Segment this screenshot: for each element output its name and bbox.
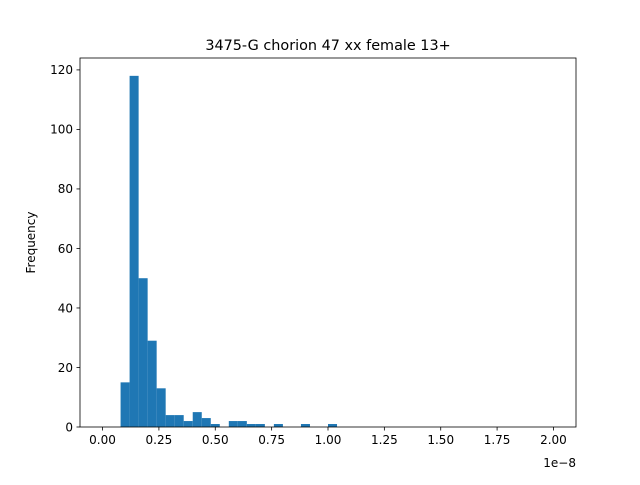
ticks-layer: 0.00 0.25 0.50 0.75 1.00 1.25 1.50 1.75 2.00 0 20 4… bbox=[50, 63, 567, 447]
plot-area bbox=[80, 58, 576, 427]
y-tick-label: 40 bbox=[58, 301, 73, 315]
bars-layer bbox=[120, 75, 338, 427]
histogram-bar bbox=[210, 424, 220, 427]
x-axis-offset-label: 1e−8 bbox=[543, 456, 576, 470]
y-tick-label: 120 bbox=[50, 63, 73, 77]
histogram-bar bbox=[246, 424, 256, 427]
histogram-bar bbox=[147, 340, 157, 427]
chart-title: 3475-G chorion 47 xx female 13+ bbox=[205, 38, 450, 54]
x-tick-label: 1.25 bbox=[371, 433, 398, 447]
histogram-bar bbox=[120, 382, 130, 427]
histogram-bar bbox=[156, 388, 166, 427]
axes-frame bbox=[79, 57, 577, 428]
y-tick-label: 100 bbox=[50, 123, 73, 137]
x-tick-label: 0.25 bbox=[146, 433, 173, 447]
x-tick-label: 1.75 bbox=[484, 433, 511, 447]
x-tick-label: 0.00 bbox=[89, 433, 116, 447]
histogram-bar bbox=[273, 424, 283, 427]
histogram-bar bbox=[328, 424, 338, 427]
x-tick-label: 1.50 bbox=[427, 433, 454, 447]
y-axis-title: Frequency bbox=[24, 212, 38, 274]
y-tick-label: 0 bbox=[65, 420, 73, 434]
histogram-bar bbox=[138, 278, 148, 427]
histogram-bar bbox=[237, 421, 247, 427]
x-tick-label: 0.75 bbox=[258, 433, 285, 447]
histogram-bar bbox=[201, 418, 211, 427]
histogram-bar bbox=[255, 424, 265, 427]
x-tick-label: 1.00 bbox=[315, 433, 342, 447]
histogram-bar bbox=[192, 412, 202, 427]
x-tick-label: 0.50 bbox=[202, 433, 229, 447]
histogram-bar bbox=[174, 415, 184, 427]
histogram-bar bbox=[183, 421, 193, 427]
histogram-bar bbox=[129, 75, 139, 427]
x-tick-label: 2.00 bbox=[540, 433, 567, 447]
y-tick-label: 60 bbox=[58, 242, 73, 256]
y-tick-label: 80 bbox=[58, 182, 73, 196]
y-tick-label: 20 bbox=[58, 361, 73, 375]
histogram-bar bbox=[228, 421, 238, 427]
histogram-bar bbox=[165, 415, 175, 427]
histogram-bar bbox=[300, 424, 310, 427]
